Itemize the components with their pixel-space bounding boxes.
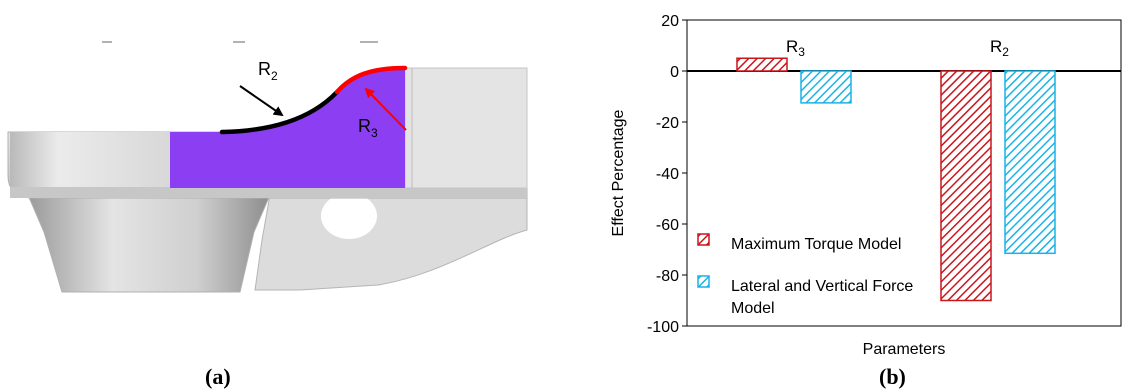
legend-label: Lateral and Vertical Force xyxy=(731,278,913,295)
part-foot xyxy=(27,194,271,293)
y-axis-label: Effect Percentage xyxy=(610,109,627,236)
bar-force-r2 xyxy=(1004,70,1056,255)
r3-curve xyxy=(334,65,408,95)
bar-force-r3 xyxy=(800,70,852,104)
caption-b: (b) xyxy=(879,364,906,389)
bar-torque-r2 xyxy=(940,70,992,302)
y-tick-label: -40 xyxy=(656,166,679,183)
x-axis-label: Parameters xyxy=(863,341,946,358)
category-label: R2 xyxy=(990,37,1009,59)
legend-label: Maximum Torque Model xyxy=(731,236,901,253)
part-bracket xyxy=(254,194,528,291)
y-tick-label: -100 xyxy=(647,319,679,336)
legend-swatch xyxy=(697,233,710,246)
y-tick-label: -60 xyxy=(656,217,679,234)
part-illustration: R2 R3 xyxy=(7,41,528,293)
y-tick-label: 20 xyxy=(661,13,679,30)
legend-label: Model xyxy=(731,300,775,317)
part-plate-shadow xyxy=(10,186,527,198)
part-raised-block xyxy=(404,67,528,189)
bar-chart: 20 0 -20 -40 -60 -80 -100 R3 R2 Effect Percentage… xyxy=(610,13,1122,358)
y-tick-label: 0 xyxy=(670,64,679,81)
bar-torque-r3 xyxy=(736,57,788,72)
r2-curve xyxy=(219,89,340,135)
r3-label: R3 xyxy=(358,116,378,140)
part-hole xyxy=(321,193,377,239)
r3-arrow xyxy=(364,87,407,131)
r2-arrow xyxy=(239,85,284,117)
y-tick-label: -80 xyxy=(656,268,679,285)
part-left-block xyxy=(10,132,170,187)
legend-swatch xyxy=(697,275,710,288)
category-label: R3 xyxy=(786,37,805,59)
fillet-region xyxy=(170,68,405,188)
r2-label: R2 xyxy=(258,59,278,83)
caption-a: (a) xyxy=(205,364,231,389)
y-tick-label: -20 xyxy=(656,115,679,132)
